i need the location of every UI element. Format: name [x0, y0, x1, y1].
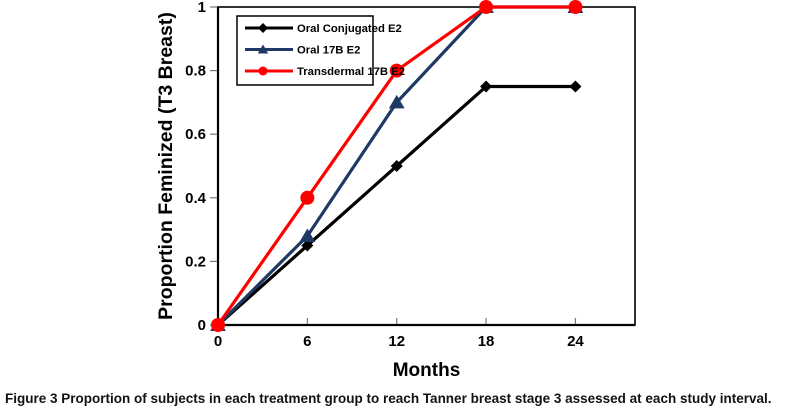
x-axis-title: Months: [393, 360, 461, 381]
data-point-marker: [479, 0, 494, 14]
legend-label: Transdermal 17B E2: [297, 66, 405, 78]
data-point-marker: [389, 63, 404, 78]
figure-caption-label: Figure 3: [5, 391, 58, 406]
series-diamond: [212, 80, 582, 331]
data-point-marker: [569, 80, 582, 93]
legend-marker: [257, 44, 269, 54]
series-line: [216, 84, 576, 327]
legend-marker: [258, 23, 268, 33]
x-tick-label: 6: [303, 333, 311, 350]
y-tick-label: 0.4: [185, 190, 207, 207]
data-point-marker: [211, 318, 225, 332]
legend-item: Oral 17B E2: [245, 44, 360, 57]
legend-label: Oral 17B E2: [297, 45, 360, 57]
legend-item: Transdermal 17B E2: [245, 66, 405, 78]
x-tick-label: 24: [567, 333, 584, 350]
data-point-marker: [388, 94, 405, 109]
y-tick-label: 0: [198, 317, 206, 334]
y-tick-label: 0.6: [185, 126, 206, 143]
legend-item: Oral Conjugated E2: [245, 23, 402, 35]
y-tick-label: 1: [198, 0, 206, 16]
data-point-marker: [301, 239, 314, 252]
data-point-marker: [299, 228, 316, 242]
x-tick-label: 12: [388, 333, 405, 350]
figure-caption-text: Proportion of subjects in each treatment…: [57, 391, 772, 406]
legend-label: Oral Conjugated E2: [297, 23, 402, 35]
data-point-marker: [390, 160, 403, 172]
figure-caption: Figure 3 Proportion of subjects in each …: [5, 390, 791, 408]
legend: Oral Conjugated E2 Oral 17B E2 Transdermal…: [236, 15, 405, 86]
data-point-marker: [300, 190, 315, 205]
data-point-marker: [568, 0, 583, 14]
series-circle: [211, 0, 583, 332]
data-point-marker: [480, 80, 493, 93]
y-tick-label: 0.2: [185, 253, 206, 270]
y-tick-label: 0.8: [185, 63, 206, 80]
legend-marker: [258, 66, 268, 76]
y-axis-title: Proportion Feminized (T3 Breast): [155, 12, 177, 320]
x-tick-label: 18: [478, 333, 495, 350]
chart-canvas: 0 0.2 0.4 0.6 0.8 1 0 6 12 18 24 Proportion Feminiz…: [155, 0, 636, 381]
axes-group: 0 0.2 0.4 0.6 0.8 1 0 6 12 18 24 Proportion Feminiz…: [155, 0, 636, 381]
x-tick-label: 0: [214, 333, 222, 350]
